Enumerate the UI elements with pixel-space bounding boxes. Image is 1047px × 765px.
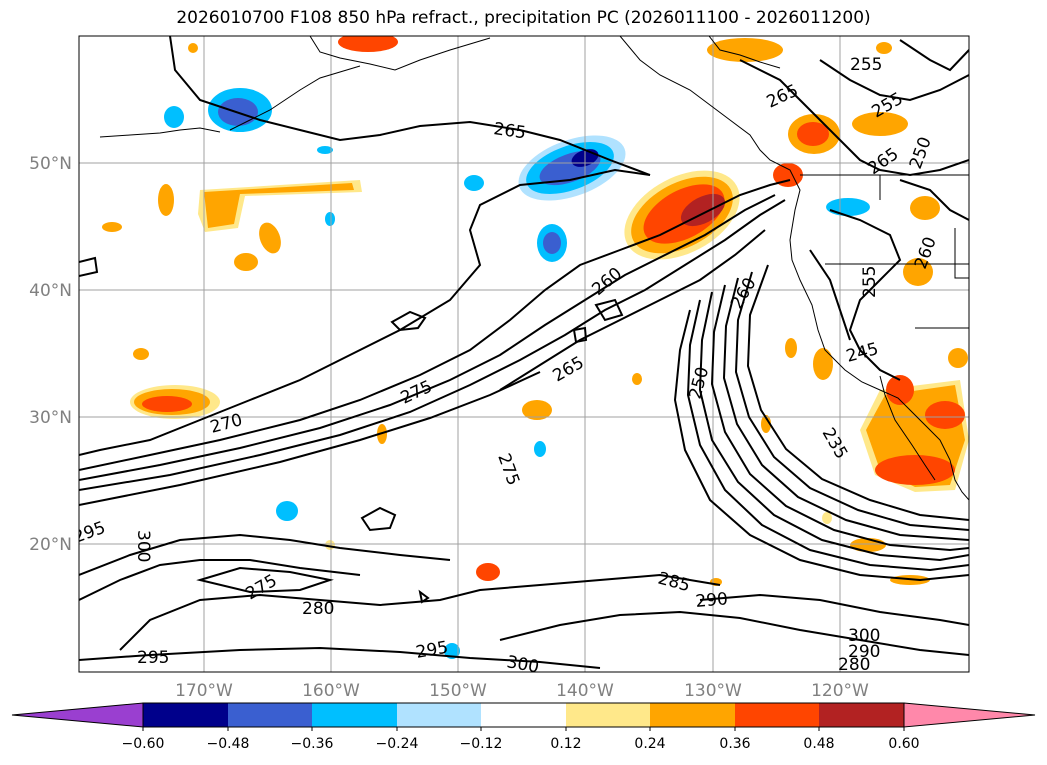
lon-label: 140°W [556, 681, 614, 701]
colorbar-segment [228, 703, 312, 727]
lon-axis: 170°W 160°W 150°W 140°W 130°W 120°W [175, 681, 869, 701]
colorbar-tick-label: −0.60 [122, 736, 165, 752]
plot-border [78, 35, 970, 673]
colorbar: −0.60 −0.48 −0.36 −0.24 −0.12 0.12 0.24 … [11, 702, 1036, 752]
colorbar-tick-label: −0.48 [207, 736, 250, 752]
colorbar-segment [11, 702, 144, 728]
contour-label: 280 [302, 599, 334, 619]
colorbar-ticks [142, 727, 905, 731]
colorbar-segment [566, 703, 650, 727]
contour-label: 265 [492, 119, 527, 143]
lat-label: 20°N [29, 535, 72, 555]
map-title: 2026010700 F108 850 hPa refract., precip… [176, 8, 871, 28]
colorbar-tick-label: 0.48 [803, 736, 834, 752]
contour-label: 300 [133, 530, 153, 562]
contour-label: 295 [137, 648, 169, 668]
colorbar-segment [650, 703, 735, 727]
colorbar-tick-label: 0.60 [888, 736, 919, 752]
contour-label: 280 [838, 655, 870, 675]
lat-axis: 50°N 40°N 30°N 20°N [29, 154, 72, 555]
colorbar-tick-label: 0.36 [719, 736, 750, 752]
lon-label: 150°W [429, 681, 487, 701]
lat-label: 40°N [29, 281, 72, 301]
lon-label: 120°W [811, 681, 869, 701]
colorbar-segment [903, 702, 1036, 728]
colorbar-tick-label: −0.24 [376, 736, 419, 752]
colorbar-tick-label: −0.12 [460, 736, 503, 752]
refractivity-contours [79, 36, 969, 669]
contour-label: 290 [695, 589, 729, 612]
lon-label: 170°W [175, 681, 233, 701]
precip-negative-areas [164, 88, 870, 659]
colorbar-segment [735, 703, 819, 727]
contour-label: 255 [850, 55, 882, 75]
colorbar-segment [397, 703, 481, 727]
colorbar-tick-label: 0.12 [550, 736, 581, 752]
contour-label: 300 [848, 626, 880, 646]
colorbar-segment [143, 703, 228, 727]
precip-positive-areas [102, 36, 969, 586]
lon-label: 130°W [684, 681, 742, 701]
colorbar-segment [481, 703, 566, 727]
colorbar-tick-label: 0.24 [634, 736, 665, 752]
lat-label: 50°N [29, 154, 72, 174]
contour-label: 300 [505, 652, 540, 677]
colorbar-tick-label: −0.36 [291, 736, 334, 752]
lon-label: 160°W [302, 681, 360, 701]
contour-label: 255 [860, 266, 880, 298]
colorbar-segment [819, 703, 904, 727]
contour-label: 290 [848, 642, 880, 662]
map-plot-area: 265 255 265 255 265 250 260 260 255 260 … [79, 36, 969, 677]
colorbar-segment [312, 703, 397, 727]
lat-label: 30°N [29, 408, 72, 428]
